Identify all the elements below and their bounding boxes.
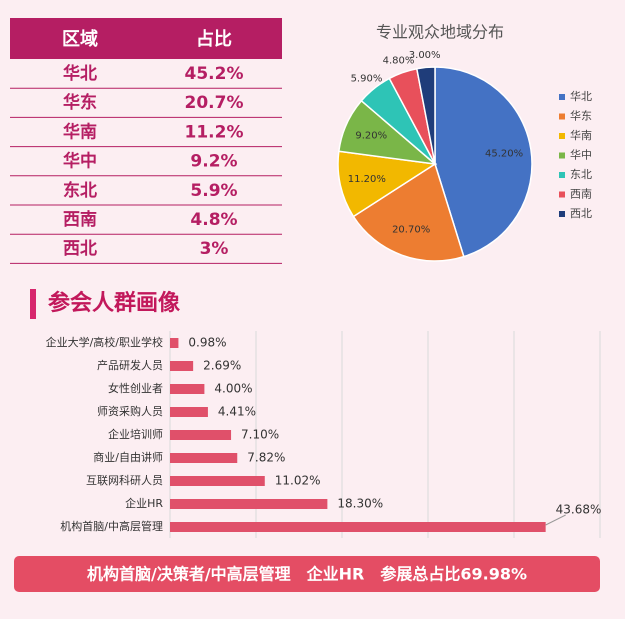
table-cell: 华中 <box>63 151 97 172</box>
legend-swatch <box>559 113 565 120</box>
table-cell: 东北 <box>63 180 97 201</box>
value-label: 0.98% <box>188 336 226 350</box>
slice-label: 11.20% <box>348 174 386 185</box>
slice-label: 9.20% <box>355 130 387 141</box>
table-cell: 20.7% <box>185 93 244 113</box>
bar <box>170 522 546 532</box>
legend-swatch <box>559 152 565 159</box>
legend-label: 西南 <box>570 188 592 201</box>
table-cell: 华东 <box>63 92 97 113</box>
legend-label: 华东 <box>570 109 592 123</box>
banner <box>14 556 600 592</box>
bar <box>170 407 208 417</box>
table-cell: 西北 <box>63 239 97 259</box>
table-header-cell: 区域 <box>62 28 98 50</box>
legend-label: 东北 <box>570 168 592 181</box>
pie-slice <box>337 150 438 218</box>
value-label: 4.00% <box>214 382 252 396</box>
table-header <box>10 18 282 59</box>
bar <box>170 384 205 394</box>
bar <box>170 453 238 463</box>
table-cell: 华北 <box>63 63 97 84</box>
table-cell: 45.2% <box>185 64 244 84</box>
section-title: 参会人群画像 <box>48 290 181 316</box>
legend-label: 华南 <box>570 128 592 142</box>
slice-label: 45.20% <box>485 149 523 160</box>
bar <box>170 338 179 348</box>
pie-slice <box>352 162 465 262</box>
slice-label: 5.90% <box>351 73 383 84</box>
y-tick-label: 企业大学/高校/职业学校 <box>46 335 163 349</box>
y-tick-label: 企业培训师 <box>108 427 163 441</box>
value-label: 4.41% <box>218 405 256 419</box>
legend-swatch <box>559 211 565 217</box>
value-label: 18.30% <box>337 497 383 511</box>
bar <box>170 476 265 486</box>
bar <box>170 430 232 440</box>
slice-label: 3.00% <box>409 50 441 61</box>
y-tick-label: 产品研发人员 <box>97 358 163 372</box>
legend-label: 华中 <box>570 148 592 162</box>
section-marker <box>30 289 36 319</box>
y-tick-label: 商业/自由讲师 <box>93 450 163 464</box>
table-cell: 3% <box>200 239 229 259</box>
slice-label: 4.80% <box>383 56 415 67</box>
value-label: 2.69% <box>203 359 241 373</box>
pie-slice <box>415 66 436 165</box>
y-tick-label: 机构首脑/中高层管理 <box>60 519 163 533</box>
slice-label: 20.70% <box>392 225 430 236</box>
y-tick-label: 互联网科研人员 <box>86 473 163 487</box>
table-cell: 西南 <box>63 209 97 230</box>
pie-slice <box>434 66 533 258</box>
bar <box>170 361 194 371</box>
table-cell: 华南 <box>63 121 97 142</box>
table-header-cell: 占比 <box>196 28 232 50</box>
value-label: 7.10% <box>241 428 279 442</box>
banner-text: 机构首脑/决策者/中高层管理 企业HR 参展总占比69.98% <box>87 565 527 584</box>
y-tick-label: 师资采购人员 <box>97 404 163 418</box>
legend-swatch <box>559 133 565 139</box>
legend-label: 华北 <box>570 89 592 103</box>
bar <box>170 499 328 509</box>
y-tick-label: 女性创业者 <box>108 381 163 395</box>
value-label: 7.82% <box>247 451 285 465</box>
value-label: 11.02% <box>275 474 321 488</box>
legend-swatch <box>559 94 565 100</box>
legend-label: 西北 <box>570 207 592 220</box>
leader-line <box>545 514 566 526</box>
legend-swatch <box>559 191 565 198</box>
table-cell: 4.8% <box>190 210 237 230</box>
table-cell: 5.9% <box>190 181 237 201</box>
value-label: 43.68% <box>556 503 602 517</box>
legend-swatch <box>559 172 565 178</box>
table-cell: 11.2% <box>185 122 244 142</box>
y-tick-label: 企业HR <box>125 496 163 510</box>
table-cell: 9.2% <box>190 152 237 172</box>
chart-title: 专业观众地域分布 <box>376 23 504 42</box>
